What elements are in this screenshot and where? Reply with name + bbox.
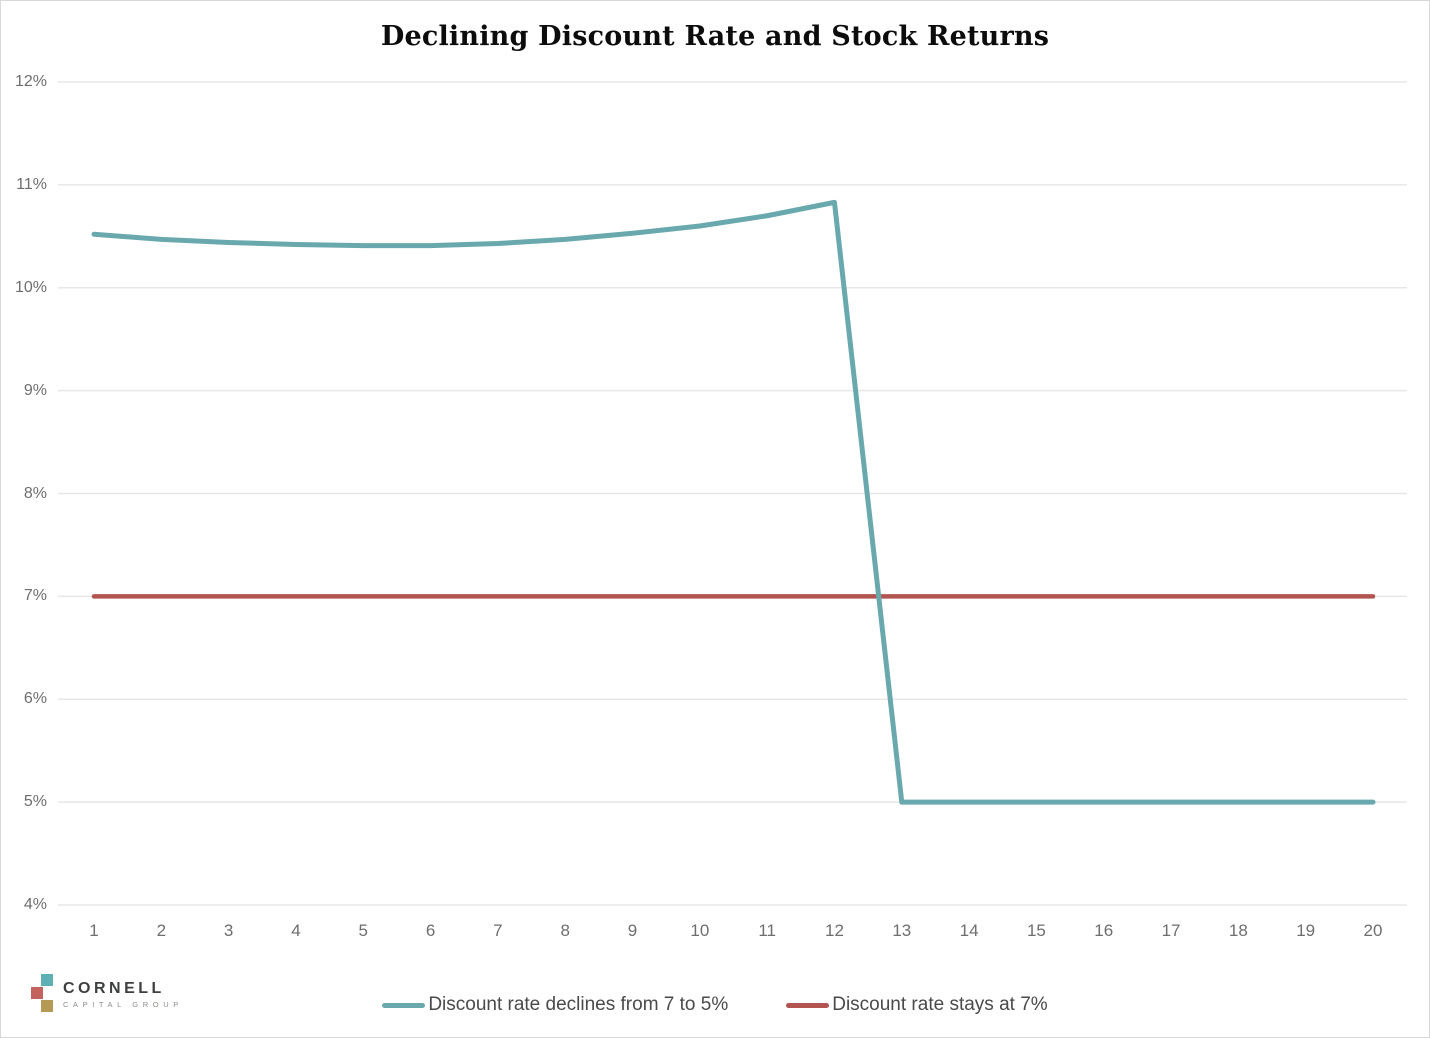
logo-company-subtitle: CAPITAL GROUP (63, 999, 183, 1009)
x-tick-label: 9 (627, 921, 638, 940)
y-tick-label: 10% (14, 278, 47, 296)
logo-square-red (31, 987, 43, 999)
x-tick-label: 14 (959, 921, 979, 940)
legend: Discount rate declines from 7 to 5% Disc… (1, 994, 1429, 1016)
y-tick-label: 12% (14, 73, 47, 90)
logo-square-gold (41, 1000, 53, 1012)
x-tick-label: 1 (89, 921, 99, 940)
y-tick-label: 9% (23, 381, 47, 399)
legend-label: Discount rate stays at 7% (832, 994, 1048, 1015)
y-tick-label: 4% (23, 896, 47, 913)
x-tick-label: 4 (291, 921, 301, 940)
logo-square-teal (41, 974, 53, 986)
x-tick-label: 18 (1228, 921, 1248, 940)
x-tick-label: 5 (358, 921, 368, 940)
y-tick-label: 7% (23, 587, 47, 605)
y-tick-label: 11% (16, 175, 47, 193)
y-tick-label: 8% (23, 484, 47, 502)
legend-label: Discount rate declines from 7 to 5% (428, 994, 729, 1015)
x-tick-label: 6 (425, 921, 436, 940)
x-tick-label: 11 (758, 921, 776, 940)
y-axis: 12% 11% 10% 9% 8% 7% 6% 5% 4% (1, 1, 47, 961)
x-tick-label: 16 (1094, 921, 1114, 940)
x-tick-label: 15 (1026, 921, 1046, 940)
y-tick-label: 6% (23, 690, 47, 708)
x-tick-label: 13 (892, 921, 912, 940)
x-tick-label: 17 (1161, 921, 1181, 940)
chart-title: Declining Discount Rate and Stock Return… (380, 21, 1050, 52)
cornell-capital-group-logo: CORNELL CAPITAL GROUP (31, 974, 183, 1014)
logo-mark-squares-icon (31, 974, 54, 1014)
x-tick-label: 3 (223, 921, 234, 940)
logo-company-name: CORNELL (63, 979, 165, 997)
legend-swatch-teal-line (382, 1002, 426, 1008)
series-line-0 (91, 199, 1376, 805)
x-tick-label: 19 (1296, 921, 1316, 940)
x-tick-label: 8 (560, 921, 570, 940)
x-axis: 1 2 3 4 5 6 7 8 9 10 11 12 13 14 15 16 17 18 19 20 (1, 920, 1429, 944)
legend-item-declining-rate[interactable]: Discount rate declines from 7 to 5% (382, 994, 728, 1016)
logo-text: CORNELL CAPITAL GROUP (63, 980, 183, 1009)
x-tick-label: 2 (156, 921, 167, 940)
legend-item-constant-rate[interactable]: Discount rate stays at 7% (786, 994, 1048, 1016)
legend-swatch-red-line (786, 1002, 830, 1008)
x-tick-label: 7 (493, 921, 503, 940)
x-tick-label: 20 (1363, 921, 1383, 940)
x-tick-label: 10 (690, 921, 710, 940)
x-tick-label: 12 (825, 921, 844, 940)
y-tick-label: 5% (23, 793, 47, 811)
